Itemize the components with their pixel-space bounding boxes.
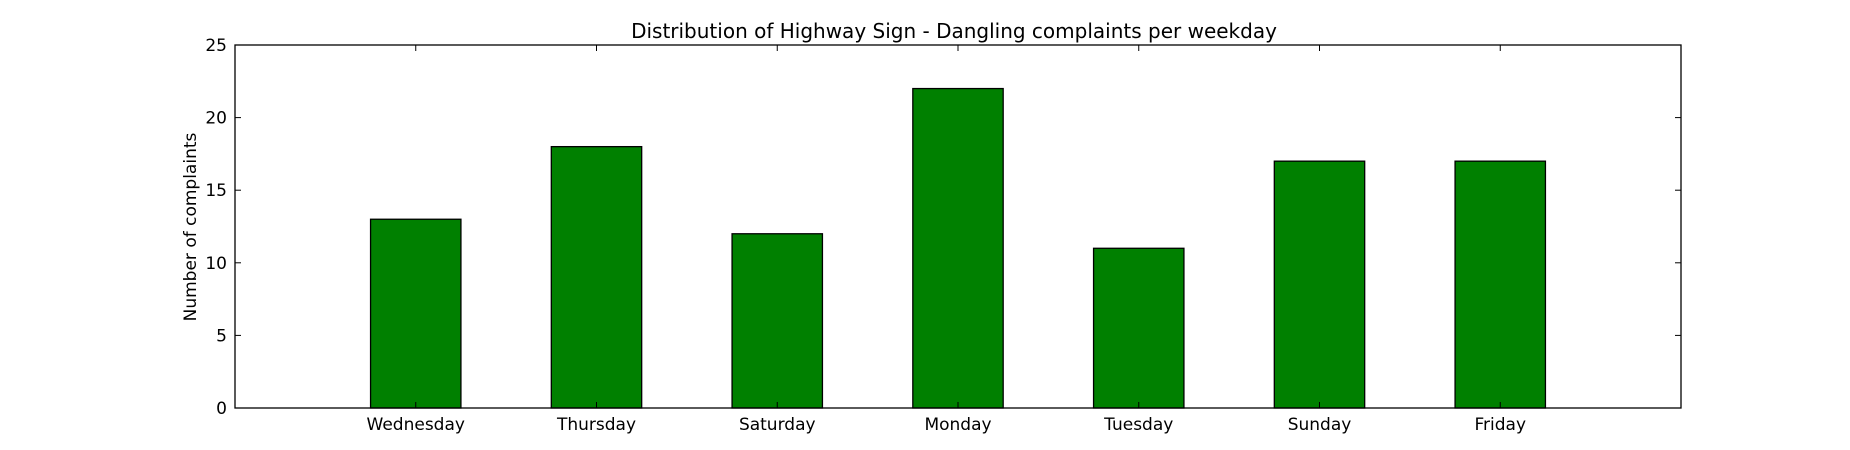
y-tick-label: 20 [205,109,227,129]
bar-tuesday [1092,247,1185,409]
bars-layer [369,87,1547,409]
chart-title: Distribution of Highway Sign - Dangling … [631,19,1277,43]
x-tick-label-thursday: Thursday [556,415,636,435]
y-tick-label: 0 [216,399,227,419]
y-axis-label-group: Number of complaints [181,132,201,321]
x-tick-label-monday: Monday [924,415,991,435]
x-tick-label-saturday: Saturday [739,415,816,435]
bar-friday [1454,160,1547,409]
y-tick-label: 10 [205,254,227,274]
y-tick-label: 5 [216,326,227,346]
y-tick-label: 15 [205,181,227,201]
bar-sunday [1273,160,1366,409]
x-tick-label-friday: Friday [1474,415,1526,435]
x-tick-label-tuesday: Tuesday [1103,415,1173,435]
y-tick-label: 25 [205,36,227,56]
x-tick-label-sunday: Sunday [1288,415,1352,435]
bar-wednesday [369,218,462,409]
x-tick-label-wednesday: Wednesday [367,415,465,435]
y-axis-label: Number of complaints [181,132,201,321]
plot-frame [234,44,1682,409]
bar-thursday [550,145,643,409]
bar-saturday [731,233,824,409]
tick-labels-layer: 0 5 10 15 20 25 Wednesday Thursday Saturday Monda… [205,36,1526,435]
bar-monday [912,87,1004,409]
